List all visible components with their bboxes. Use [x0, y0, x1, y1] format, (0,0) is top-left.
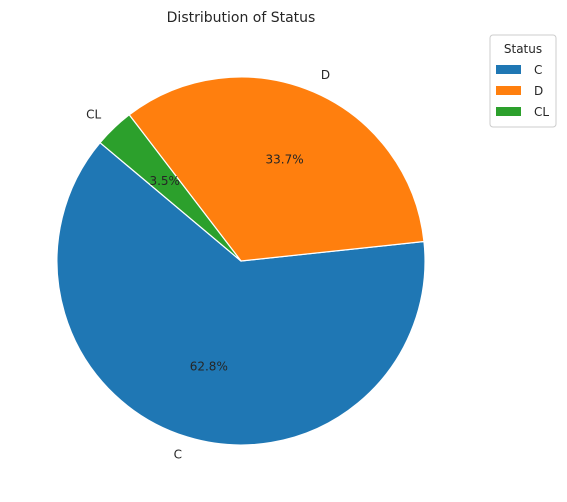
- legend-label-cl: CL: [534, 105, 549, 119]
- legend-title: Status: [504, 42, 542, 56]
- slice-label-c: C: [174, 448, 182, 462]
- legend-label-d: D: [534, 84, 543, 98]
- percent-label-d: 33.7%: [266, 153, 304, 167]
- pie-slice-cl: [99, 114, 242, 262]
- legend-swatch-c: [496, 65, 521, 74]
- chart-title: Distribution of Status: [167, 10, 316, 26]
- slice-label-cl: CL: [86, 108, 101, 122]
- percent-label-cl: 3.5%: [149, 174, 180, 188]
- pie-slice-c: [56, 142, 426, 446]
- slice-label-d: D: [321, 68, 330, 82]
- legend-entries: CD CL: [496, 63, 549, 119]
- legend-frame: [489, 34, 557, 128]
- legend-swatch-d: [496, 86, 521, 95]
- legend: Status CD CL: [489, 34, 557, 128]
- pie-slice-d: [128, 76, 425, 262]
- legend-label-c: C: [534, 63, 542, 77]
- pie-labels: C 62.8% D 33.7% CL 3.5%: [86, 68, 330, 462]
- legend-swatch-cl: [496, 107, 521, 116]
- percent-label-c: 62.8%: [190, 360, 228, 374]
- pie-slices: [56, 76, 426, 446]
